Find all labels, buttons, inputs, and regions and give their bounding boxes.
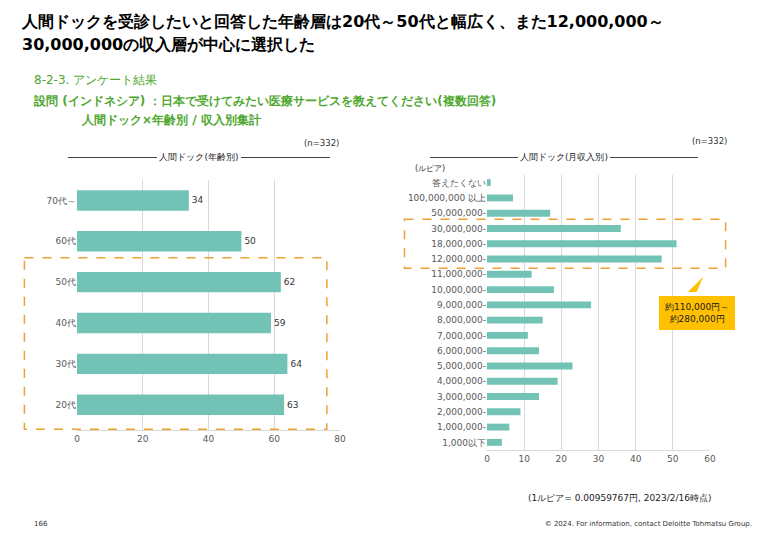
svg-text:62: 62 (284, 277, 295, 287)
svg-text:34: 34 (192, 195, 204, 205)
svg-text:40: 40 (203, 434, 215, 444)
html-text:(n=332): (n=332) (304, 138, 340, 148)
html-text:人間ドック×年齢別 / 収入別集計: 人間ドック×年齢別 / 収入別集計 (82, 113, 261, 127)
svg-text:1,000,000-: 1,000,000- (437, 422, 486, 432)
svg-text:40: 40 (630, 454, 642, 464)
svg-text:8,000,000-: 8,000,000- (437, 315, 486, 325)
svg-text:30,000,000-: 30,000,000- (431, 224, 486, 234)
svg-text:5,000,000-: 5,000,000- (437, 361, 486, 371)
svg-text:60代: 60代 (56, 236, 76, 246)
svg-text:0: 0 (484, 454, 490, 464)
svg-text:10,000,000-: 10,000,000- (431, 285, 486, 295)
svg-text:7,000,000-: 7,000,000- (437, 331, 486, 341)
svg-text:63: 63 (287, 400, 298, 410)
svg-text:60: 60 (704, 454, 716, 464)
svg-text:30代: 30代 (56, 359, 76, 369)
svg-text:59: 59 (274, 318, 286, 328)
svg-text:40代: 40代 (56, 318, 76, 328)
html-text:人間ドック(月収入別): 人間ドック(月収入別) (520, 152, 608, 162)
svg-text:9,000,000-: 9,000,000- (437, 300, 486, 310)
svg-text:6,000,000-: 6,000,000- (437, 346, 486, 356)
svg-text:30: 30 (593, 454, 605, 464)
html-text:人間ドック(年齢別): 人間ドック(年齢別) (159, 152, 239, 162)
svg-text:0: 0 (74, 434, 80, 444)
svg-text:4,000,000-: 4,000,000- (437, 376, 486, 386)
svg-text:答えたくない: 答えたくない (432, 178, 486, 188)
html-text:人間ドックを受診したいと回答した年齢層は20代～50代と幅広: 人間ドックを受診したいと回答した年齢層は20代～50代と幅広く、また12,000… (22, 12, 664, 54)
svg-text:10: 10 (518, 454, 530, 464)
svg-text:20: 20 (556, 454, 568, 464)
svg-text:70代～: 70代～ (47, 196, 76, 206)
svg-text:100,000,000 以上: 100,000,000 以上 (408, 193, 486, 203)
svg-text:12,000,000-: 12,000,000- (431, 254, 486, 264)
svg-text:50: 50 (244, 236, 256, 246)
svg-text:50,000,000-: 50,000,000- (431, 208, 486, 218)
html-text:166: 166 (34, 520, 48, 528)
html-text:(n=332): (n=332) (692, 136, 728, 146)
svg-text:18,000,000-: 18,000,000- (431, 239, 486, 249)
svg-text:20: 20 (137, 434, 149, 444)
svg-text:80: 80 (334, 434, 346, 444)
html-text:(1ルピア= 0.00959767円, 2023/2/16時: (1ルピア= 0.00959767円, 2023/2/16時点) (528, 493, 712, 503)
svg-text:20代: 20代 (56, 400, 76, 410)
svg-text:50代: 50代 (56, 277, 76, 287)
html-text:8-2-3. アンケート結果: 8-2-3. アンケート結果 (34, 73, 158, 87)
svg-text:64: 64 (290, 359, 302, 369)
svg-text:(ルピア): (ルピア) (415, 164, 445, 173)
html-text:© 2024. For information, conta: © 2024. For information, contact Deloitt… (544, 520, 752, 528)
svg-text:2,000,000-: 2,000,000- (437, 407, 486, 417)
svg-text:3,000,000-: 3,000,000- (437, 392, 486, 402)
svg-text:約110,000円～約280,000円: 約110,000円～約280,000円 (665, 302, 729, 324)
svg-text:60: 60 (269, 434, 281, 444)
html-text:設問 (インドネシア) ：日本で受けてみたい医療サービスを教: 設問 (インドネシア) ：日本で受けてみたい医療サービスを教えてください(複数回… (34, 94, 497, 108)
svg-text:50: 50 (667, 454, 679, 464)
svg-text:1,000以下: 1,000以下 (442, 438, 486, 448)
svg-text:11,000,000-: 11,000,000- (431, 269, 486, 279)
